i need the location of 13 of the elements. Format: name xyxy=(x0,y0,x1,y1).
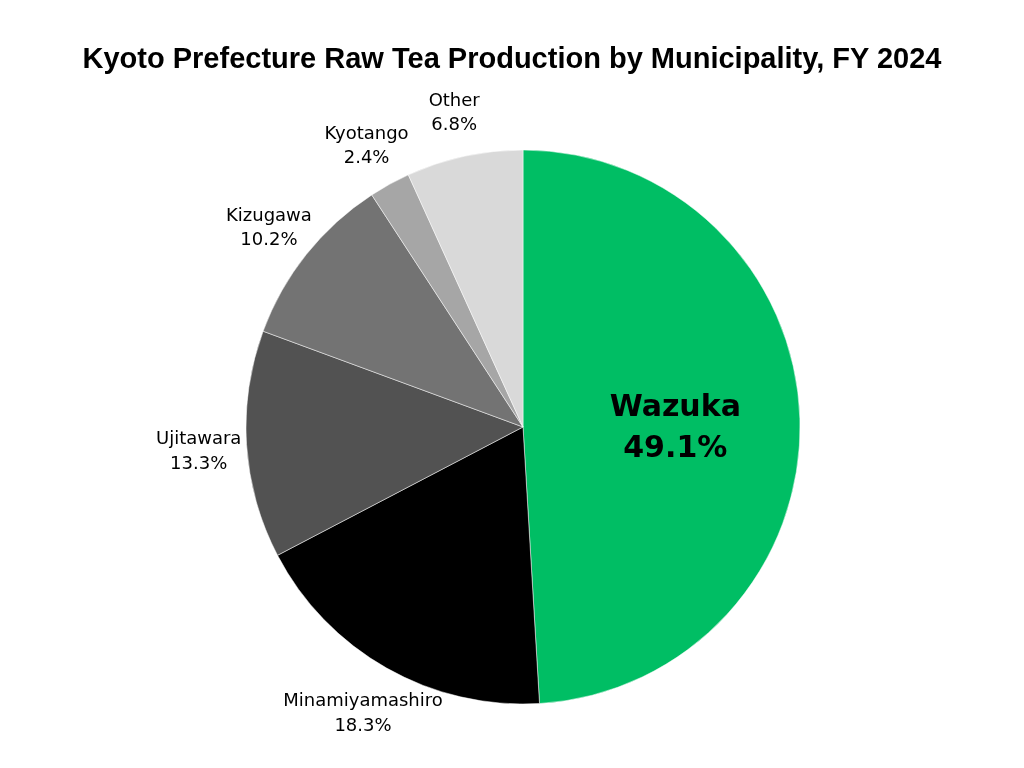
slice-label: Minamiyamashiro xyxy=(283,689,443,711)
data-label: 10.2% xyxy=(240,228,298,250)
data-label: 49.1% xyxy=(623,428,728,464)
slice-label: Other xyxy=(428,88,481,110)
data-label: 18.3% xyxy=(334,713,392,735)
data-label: 13.3% xyxy=(170,451,228,473)
data-label: 6.8% xyxy=(431,113,478,135)
chart-title: Kyoto Prefecture Raw Tea Production by Municipality, FY 2024 xyxy=(82,42,942,74)
slice-label: Kyotango xyxy=(324,121,409,143)
slice-label: Wazuka xyxy=(609,388,741,424)
data-label: 2.4% xyxy=(343,145,390,167)
slice-label: Kizugawa xyxy=(225,203,312,225)
slice-label: Ujitawara xyxy=(155,427,242,449)
